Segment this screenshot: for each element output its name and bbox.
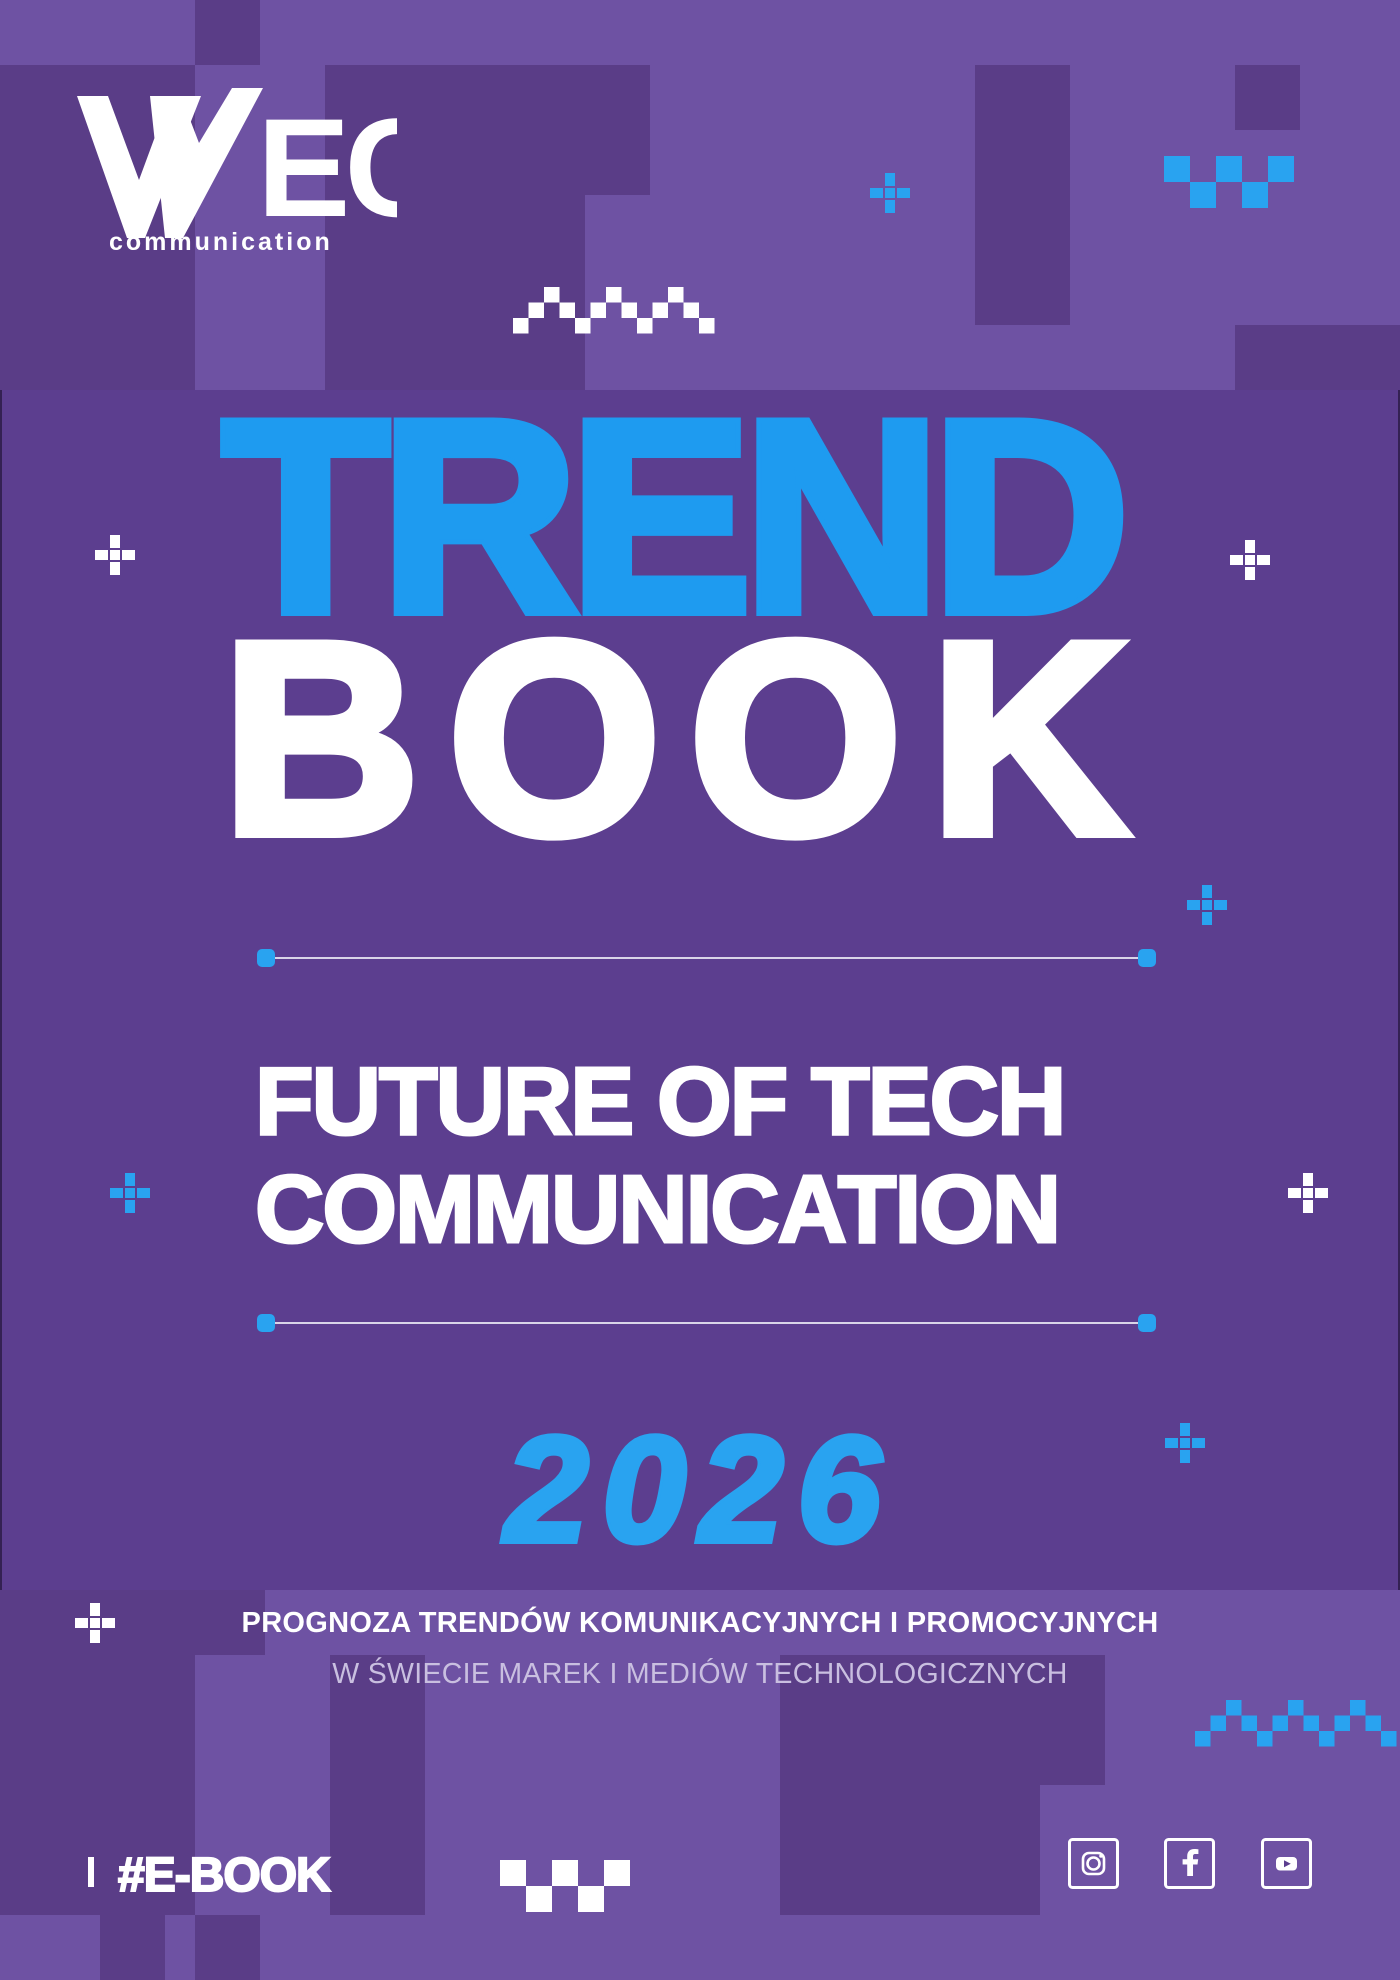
svg-text:EC: EC [257,89,397,246]
